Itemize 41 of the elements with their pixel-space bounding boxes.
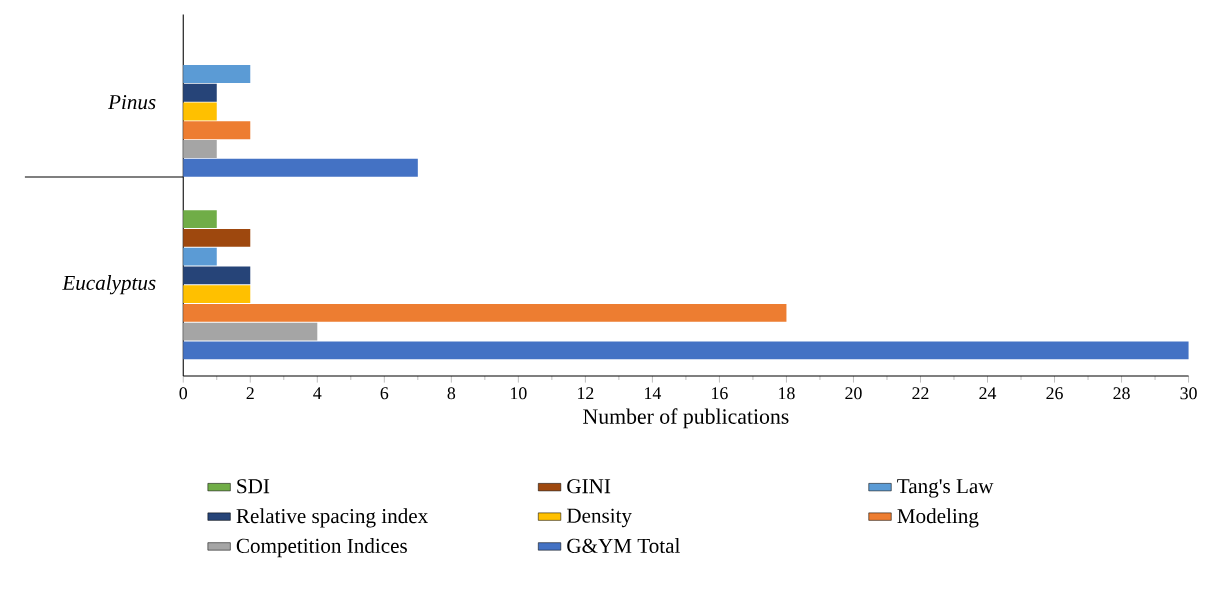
bar [183, 285, 251, 303]
bar [183, 158, 418, 177]
legend-label: SDI [237, 479, 270, 494]
bar [183, 228, 251, 247]
x-tick-label: 4 [313, 387, 322, 399]
bar [183, 322, 318, 341]
legend-label: GINI [567, 479, 611, 494]
bar [183, 121, 251, 140]
bar [183, 83, 217, 102]
x-tick-label: 0 [179, 387, 188, 400]
legend-label: Modeling [897, 508, 979, 528]
bar [183, 140, 217, 158]
x-tick-label: 14 [645, 387, 662, 399]
x-tick-label: 6 [380, 387, 389, 400]
bar [183, 210, 217, 228]
legend-label: Relative spacing index [236, 508, 428, 528]
x-tick-label: 8 [447, 387, 456, 400]
bar [183, 247, 217, 266]
x-tick-label: 22 [912, 387, 929, 399]
legend-label: Tang's Law [897, 479, 994, 498]
x-tick-label: 10 [511, 387, 527, 400]
x-axis-title: Number of publications [583, 408, 789, 429]
bar [183, 303, 787, 322]
x-tick-label: 12 [578, 387, 594, 399]
bar [183, 65, 251, 83]
legend-label: Density [566, 508, 632, 528]
x-tick-label: 2 [246, 387, 254, 399]
x-tick-label: 26 [1046, 387, 1063, 400]
legend-label: Competition Indices [236, 538, 407, 558]
y-tick-label: Eucalyptus [62, 275, 156, 295]
y-tick-label: Pinus [107, 94, 156, 110]
legend-label: G&YM Total [567, 538, 680, 553]
bar [183, 102, 217, 121]
x-tick-label: 20 [845, 387, 862, 400]
bar [183, 341, 1189, 360]
x-tick-label: 28 [1113, 387, 1130, 400]
x-tick-label: 24 [979, 387, 997, 399]
x-tick-label: 18 [779, 387, 795, 400]
x-tick-label: 16 [712, 387, 728, 400]
x-tick-label: 30 [1180, 387, 1197, 400]
bar [183, 266, 251, 285]
